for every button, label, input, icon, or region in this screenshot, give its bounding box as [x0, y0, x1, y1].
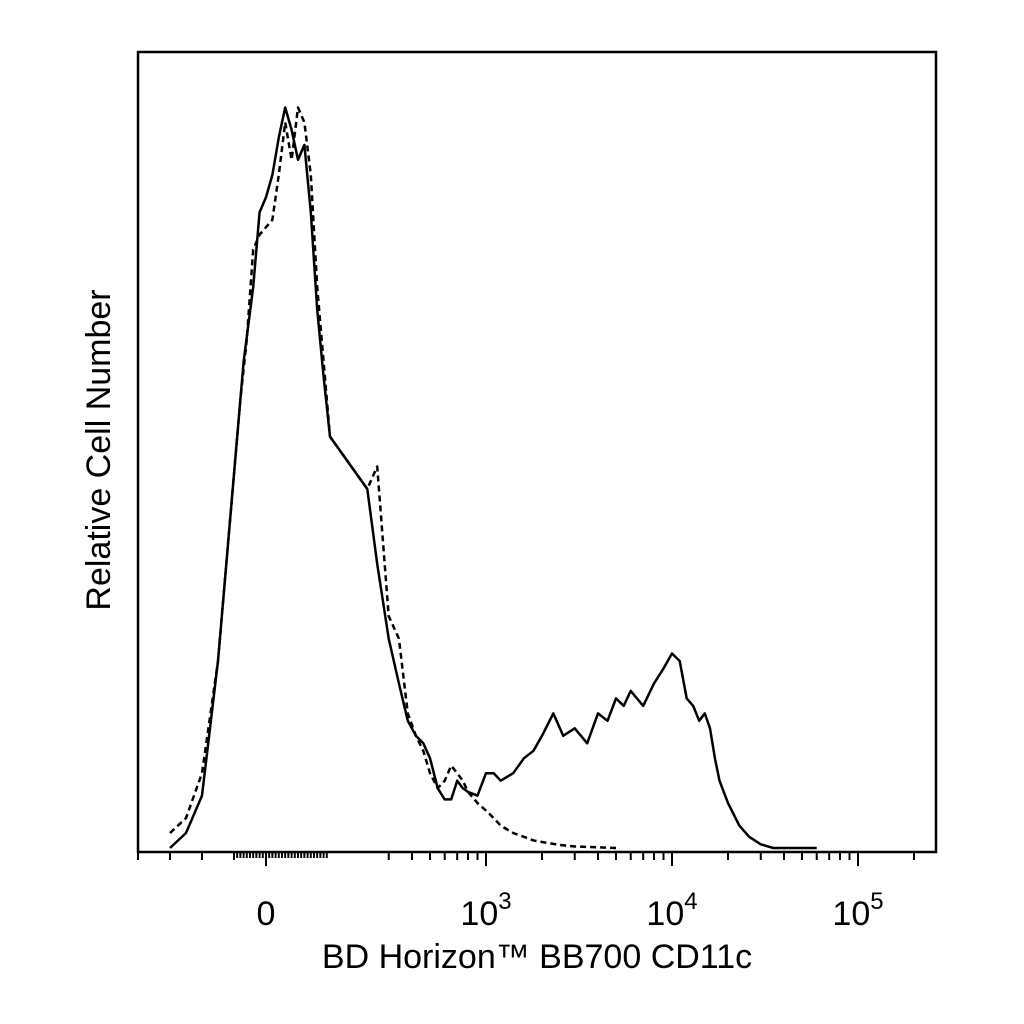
x-axis-title: BD Horizon™ BB700 CD11c — [322, 938, 752, 976]
y-axis-title: Relative Cell Number — [80, 289, 118, 610]
x-axis-tick-labels: 0 103 104 105 — [257, 888, 884, 933]
x-tick-label: 104 — [646, 888, 697, 933]
plot-frame — [136, 50, 938, 854]
x-tick-label: 105 — [832, 888, 883, 933]
series-line-dashed — [169, 106, 617, 850]
x-tick-label: 0 — [257, 895, 276, 933]
x-axis-ticks — [137, 852, 915, 866]
series-layer — [169, 106, 817, 850]
x-tick-label: 103 — [460, 888, 511, 933]
series-line-solid — [169, 106, 817, 850]
